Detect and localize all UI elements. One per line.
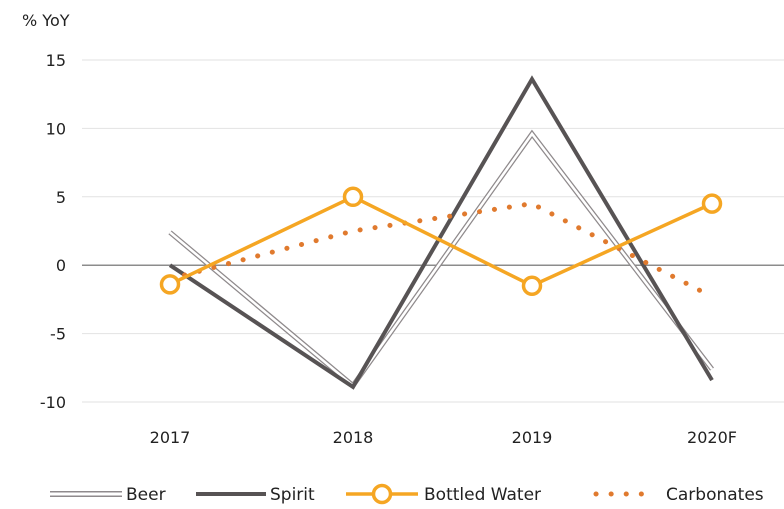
bottled-water-point [342,186,364,208]
legend-label: Bottled Water [424,485,541,505]
y-tick-label: 0 [56,256,66,275]
y-tick-label: -5 [50,325,66,344]
bottled-water-point [701,193,723,214]
series-line-beer [169,131,713,388]
legend-swatch-bottled-water-marker [371,483,393,505]
x-tick-label: 2017 [150,428,191,447]
y-tick-label: 10 [46,119,66,138]
y-tick-label: -10 [40,393,66,412]
y-tick-label: 5 [56,188,66,207]
legend-label: Beer [126,485,166,505]
legend-label: Carbonates [666,485,764,505]
gridlines [82,59,784,403]
legend-label: Spirit [270,485,315,505]
series-line-spirit [168,75,714,390]
bottled-water-point [159,274,181,295]
series-line-bottled-water [169,194,713,288]
y-tick-label: 15 [46,51,66,70]
legend: Beer Spirit Bottled Water Carbonates [50,483,764,505]
x-axis-ticks: 2017 2018 2019 2020F [150,428,737,447]
series-lines [159,75,723,390]
x-tick-label: 2018 [333,428,374,447]
x-tick-label: 2019 [512,428,553,447]
bottled-water-point [521,275,543,296]
y-axis-ticks: 15 10 5 0 -5 -10 [40,51,66,412]
series-line-carbonates [167,201,715,300]
x-tick-label: 2020F [687,428,737,447]
y-axis-label: % YoY [22,11,70,30]
